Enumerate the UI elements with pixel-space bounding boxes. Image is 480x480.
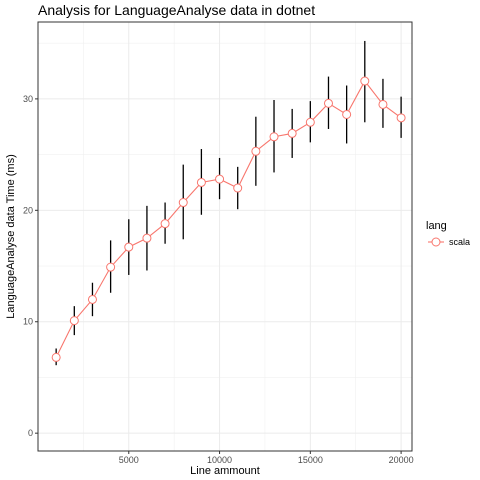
data-point-0-12 xyxy=(269,132,279,142)
y-axis: 0 10 20 30 xyxy=(23,94,38,438)
data-point-0-6 xyxy=(160,219,170,229)
data-point-0-15 xyxy=(323,98,333,108)
data-point-0-19 xyxy=(396,113,406,123)
data-point-0-1 xyxy=(69,316,79,326)
data-point-0-2 xyxy=(87,294,97,304)
data-point-0-3 xyxy=(106,262,116,272)
data-point-0-7 xyxy=(178,198,188,208)
data-point-0-8 xyxy=(196,177,206,187)
chart-title: Analysis for LanguageAnalyse data in dot… xyxy=(38,2,315,18)
y-tick-label-1: 10 xyxy=(23,317,33,327)
x-tick-label-2: 15000 xyxy=(298,455,323,465)
data-point-0-4 xyxy=(124,242,134,252)
grid xyxy=(38,22,412,451)
data-point-0-10 xyxy=(233,183,243,193)
series-scala xyxy=(51,76,406,362)
y-axis-title: LanguageAnalyse data Time (ms) xyxy=(5,154,17,318)
y-tick-label-2: 20 xyxy=(23,205,33,215)
data-point-0-16 xyxy=(342,109,352,119)
legend-label-0: scala xyxy=(449,237,470,247)
data-point-0-11 xyxy=(251,146,261,156)
x-tick-label-1: 10000 xyxy=(207,455,232,465)
legend: lang scala xyxy=(426,220,470,247)
y-tick-label-0: 0 xyxy=(28,428,33,438)
y-tick-label-3: 30 xyxy=(23,94,33,104)
data-point-0-0 xyxy=(51,352,61,362)
legend-key-point-0 xyxy=(431,237,441,247)
x-axis: 5000 10000 15000 20000 xyxy=(119,451,414,465)
x-tick-label-3: 20000 xyxy=(389,455,414,465)
data-point-0-9 xyxy=(215,174,225,184)
data-point-0-13 xyxy=(287,128,297,138)
x-axis-title: Line ammount xyxy=(190,465,260,477)
legend-title: lang xyxy=(426,220,447,232)
data-point-0-17 xyxy=(360,76,370,86)
plot-panel xyxy=(38,22,412,451)
data-point-0-14 xyxy=(305,117,315,127)
data-point-0-5 xyxy=(142,233,152,243)
x-tick-label-0: 5000 xyxy=(119,455,139,465)
data-point-0-18 xyxy=(378,99,388,109)
plot-border xyxy=(37,21,413,452)
